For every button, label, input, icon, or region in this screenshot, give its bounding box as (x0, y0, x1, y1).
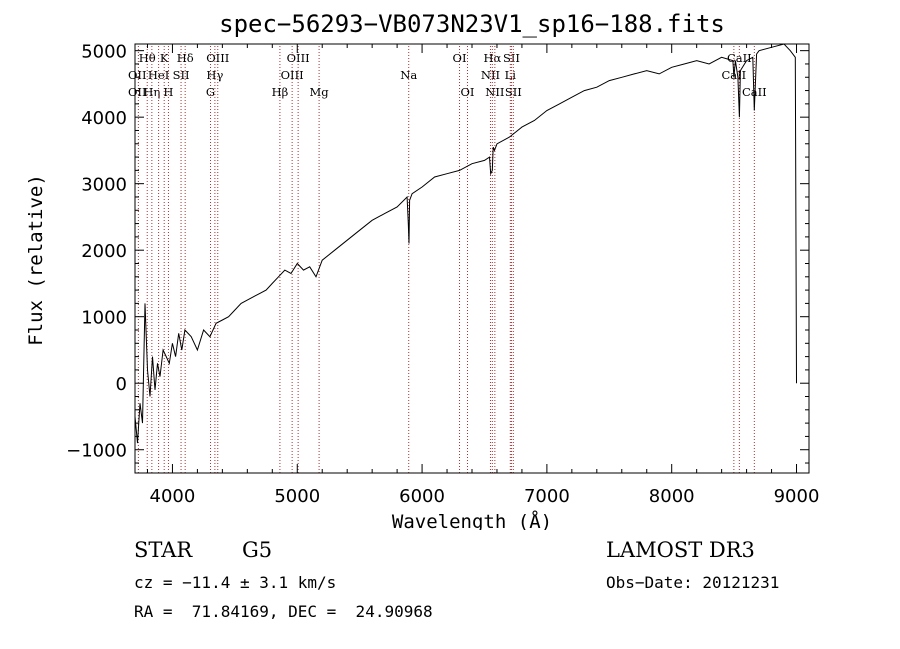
x-tick-label: 9000 (774, 486, 820, 507)
y-tick-label: 4000 (81, 108, 127, 129)
x-tick-label: 4000 (150, 486, 196, 507)
survey-name: LAMOST DR3 (606, 538, 755, 562)
x-tick-label: 7000 (524, 486, 570, 507)
spectral-line-label: OIII (287, 51, 310, 65)
y-tick-label: −1000 (66, 441, 127, 462)
spectral-line-label: OI (461, 85, 475, 99)
y-tick-label: 3000 (81, 175, 127, 196)
spectral-line-label: HeI (148, 68, 169, 82)
spectral-line-label: NII (481, 68, 500, 82)
x-tick-label: 6000 (399, 486, 445, 507)
spectral-line-label: G (206, 85, 215, 99)
redshift-value: cz = −11.4 ± 3.1 km/s (134, 573, 337, 592)
spectral-line-label: Na (400, 68, 417, 82)
spectral-line-label: NII (485, 85, 504, 99)
spectral-line-label: CaII (727, 51, 752, 65)
x-axis: 4000 5000 6000 7000 8000 9000 (146, 44, 820, 507)
spectral-line-label: OIII (281, 68, 304, 82)
spectral-line-label: OI (453, 51, 467, 65)
spectral-line-label: SII (173, 68, 190, 82)
x-tick-label: 8000 (649, 486, 695, 507)
spectral-line-label: Hγ (206, 68, 223, 82)
spectral-line-label: Hβ (272, 85, 289, 99)
object-subclass: G5 (242, 538, 273, 562)
spectral-line-label: OII (128, 68, 147, 82)
spectral-line-label: Hδ (177, 51, 194, 65)
spectral-line-label: K (160, 51, 169, 65)
plot-frame (134, 43, 810, 474)
spectral-line-label: Li (505, 68, 517, 82)
spectral-line-label: Hθ (139, 51, 156, 65)
spectral-line-label: OIII (206, 51, 229, 65)
spectrum-series-line (134, 43, 797, 444)
spectral-line-label: Hη (143, 85, 160, 99)
chart-title: spec−56293−VB073N23V1_sp16−188.fits (219, 10, 725, 38)
spectral-line-label: H (163, 85, 173, 99)
y-axis: −1000 0 1000 2000 3000 4000 5000 (66, 42, 809, 464)
y-tick-label: 2000 (81, 241, 127, 262)
x-axis-label: Wavelength (Å) (392, 510, 552, 530)
spectral-line-label: SII (505, 85, 522, 99)
y-tick-label: 0 (116, 374, 127, 395)
spectral-line-label: CaII (742, 85, 767, 99)
y-axis-label: Flux (relative) (25, 174, 47, 346)
observation-date: Obs−Date: 20121231 (606, 573, 780, 592)
y-tick-label: 5000 (81, 42, 127, 63)
coordinates: RA = 71.84169, DEC = 24.90968 (134, 602, 433, 621)
spectral-line-label: Hα (483, 51, 501, 65)
x-tick-label: 5000 (274, 486, 320, 507)
spectrum-chart: spec−56293−VB073N23V1_sp16−188.fits K H Hθ… (25, 10, 820, 530)
spectral-line-label: SII (503, 51, 520, 65)
spectral-line-label: OII (128, 85, 147, 99)
object-class: STAR (134, 538, 193, 562)
spectral-line-label: Mg (310, 85, 330, 99)
y-tick-label: 1000 (81, 308, 127, 329)
